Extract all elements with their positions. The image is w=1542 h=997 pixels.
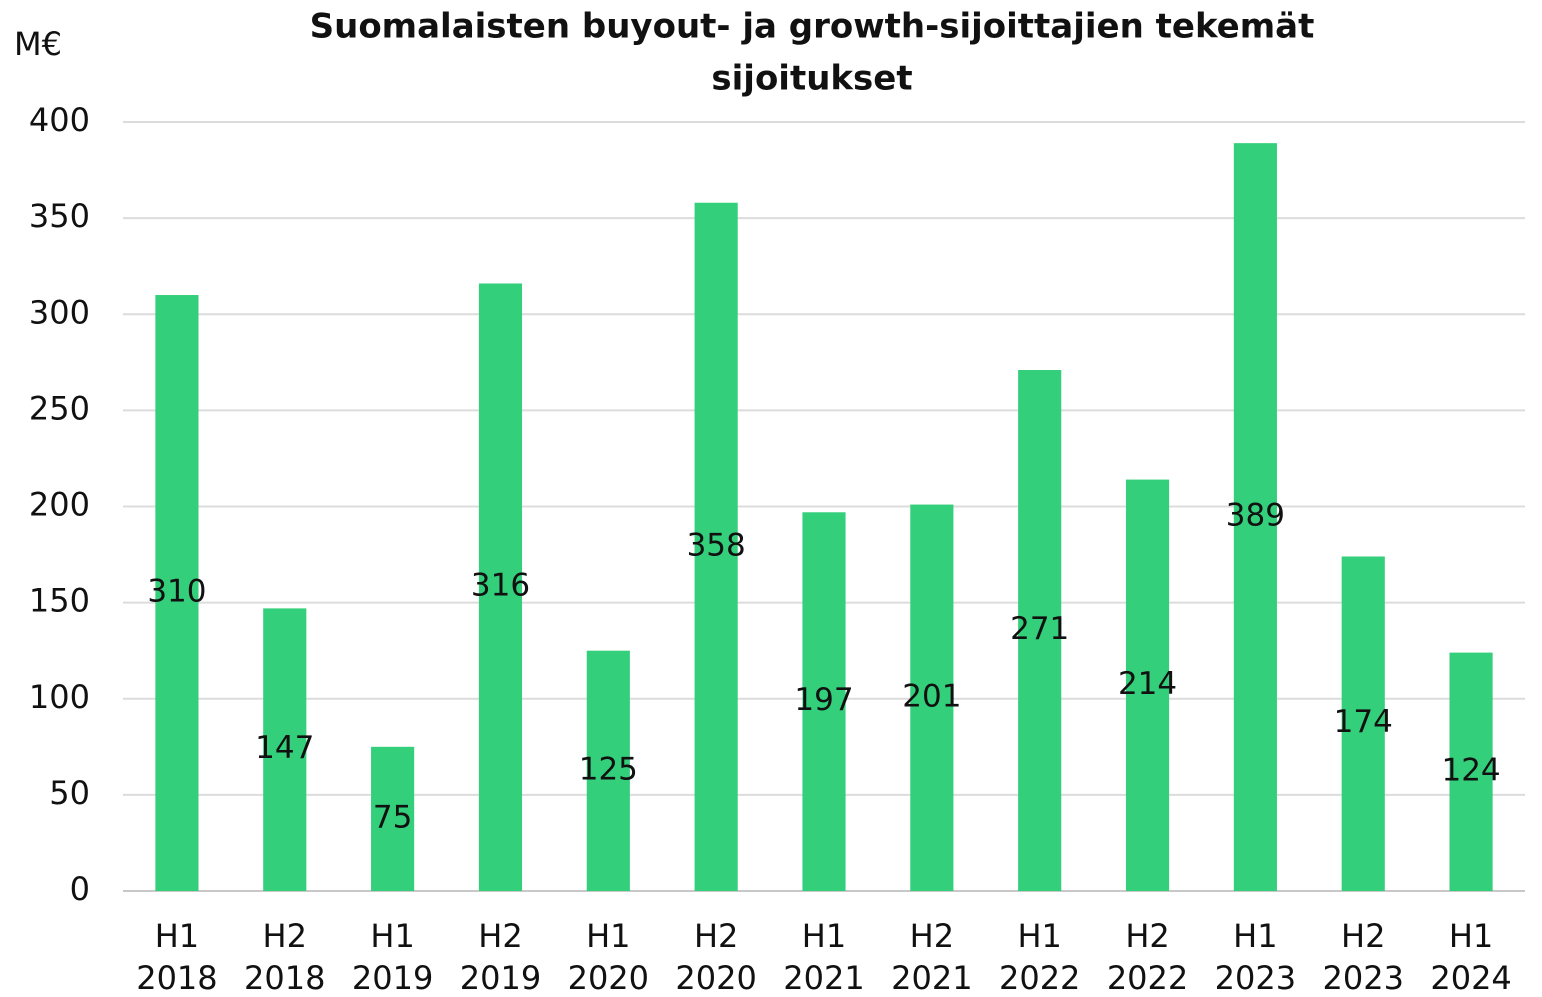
x-tick-label: 2018 (136, 959, 217, 997)
data-label: 147 (255, 730, 314, 766)
chart-title: sijoitukset (711, 59, 912, 99)
data-label: 316 (471, 568, 530, 604)
data-label: 389 (1226, 498, 1285, 534)
x-tick-label: H1 (155, 917, 199, 955)
data-label: 310 (147, 574, 206, 610)
x-tick-label: 2021 (783, 959, 864, 997)
bar (1018, 370, 1062, 891)
data-label: 201 (902, 678, 961, 714)
bar (910, 504, 954, 891)
x-tick-label: H1 (370, 917, 414, 955)
x-tick-label: 2023 (1215, 959, 1296, 997)
bar (1341, 556, 1385, 891)
data-label: 271 (1010, 611, 1069, 647)
bar (802, 512, 846, 891)
x-tick-label: H1 (802, 917, 846, 955)
x-tick-label: H2 (910, 917, 954, 955)
data-label: 214 (1118, 666, 1177, 702)
x-tick-label: 2018 (244, 959, 325, 997)
y-tick-label: 0 (70, 870, 90, 908)
data-label: 125 (579, 751, 638, 787)
x-tick-label: H2 (263, 917, 307, 955)
y-axis-label: M€ (14, 25, 62, 63)
y-tick-label: 100 (29, 678, 90, 716)
x-tick-label: 2020 (675, 959, 756, 997)
x-tick-label: H1 (1017, 917, 1061, 955)
x-tick-label: 2019 (352, 959, 433, 997)
data-label: 197 (794, 682, 853, 718)
x-tick-label: 2023 (1323, 959, 1404, 997)
bar (1125, 479, 1170, 891)
bar (478, 283, 523, 891)
bar (371, 746, 415, 891)
x-tick-label: H1 (1233, 917, 1277, 955)
x-tick-label: 2020 (568, 959, 649, 997)
bar (694, 202, 738, 891)
bar (586, 650, 630, 891)
x-tick-label: H2 (478, 917, 522, 955)
y-tick-label: 350 (29, 197, 90, 235)
y-tick-label: 300 (29, 293, 90, 331)
data-label: 174 (1334, 704, 1393, 740)
chart-title: Suomalaisten buyout- ja growth-sijoittaj… (310, 7, 1315, 47)
x-tick-label: 2021 (891, 959, 972, 997)
bar (155, 295, 199, 891)
y-tick-label: 250 (29, 389, 90, 427)
x-tick-label: 2024 (1430, 959, 1511, 997)
x-tick-label: H1 (1449, 917, 1493, 955)
data-label: 358 (687, 527, 746, 563)
data-label: 75 (373, 799, 412, 835)
x-tick-label: 2022 (999, 959, 1080, 997)
y-tick-label: 400 (29, 101, 90, 139)
data-label: 124 (1441, 752, 1500, 788)
y-tick-label: 200 (29, 486, 90, 524)
x-tick-label: H2 (1125, 917, 1169, 955)
y-tick-label: 150 (29, 582, 90, 620)
bar (263, 608, 307, 891)
bar (1449, 652, 1493, 891)
x-tick-label: 2022 (1107, 959, 1188, 997)
x-tick-label: 2019 (460, 959, 541, 997)
bar (1233, 143, 1277, 891)
y-tick-label: 50 (49, 774, 90, 812)
x-tick-label: H1 (586, 917, 630, 955)
x-tick-label: H2 (1341, 917, 1385, 955)
x-tick-label: H2 (694, 917, 738, 955)
